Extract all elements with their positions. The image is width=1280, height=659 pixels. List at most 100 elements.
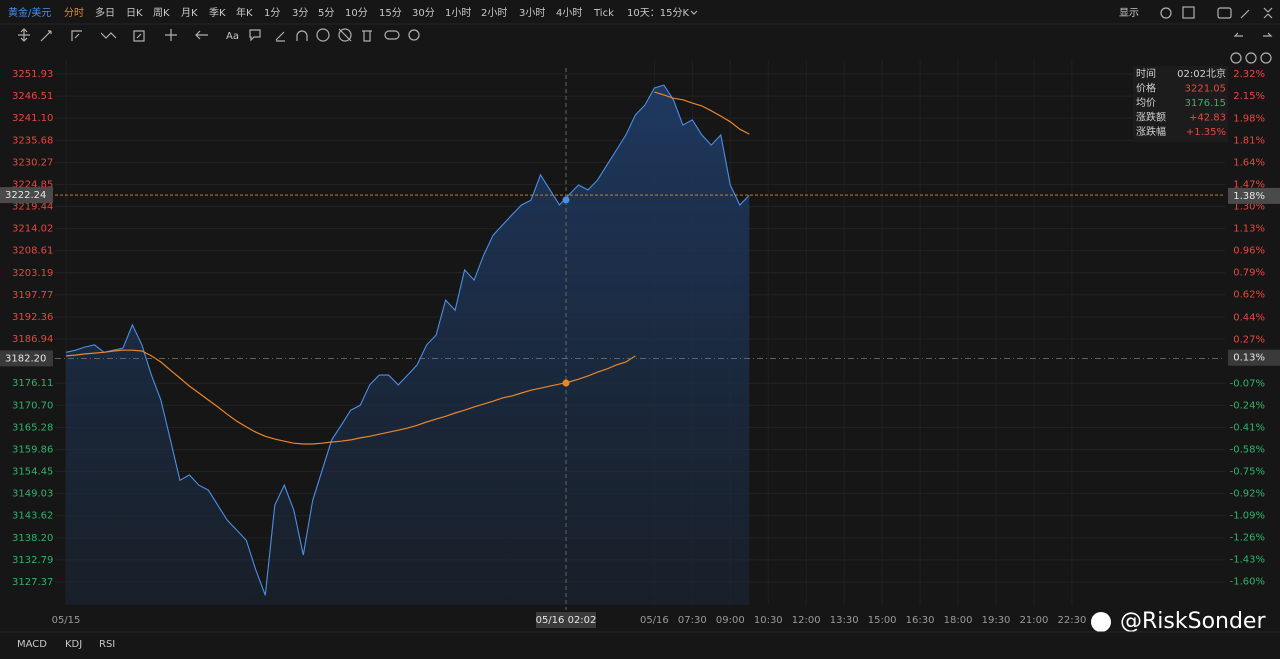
x-tick-label: 10:30 <box>754 615 783 626</box>
y2-tick-label: 1.64% <box>1233 157 1265 168</box>
indicator-tab[interactable]: RSI <box>99 639 115 650</box>
y-tick-label: 3235.68 <box>12 135 53 146</box>
settings-icon[interactable] <box>408 29 420 41</box>
wave-icon[interactable] <box>100 32 117 39</box>
crosshair-price-dot <box>562 196 570 204</box>
x-tick-label: 15:00 <box>868 615 897 626</box>
info-value: 3176.15 <box>1185 98 1226 109</box>
y2-tick-label: 2.15% <box>1233 91 1265 102</box>
period-tab[interactable]: 3分 <box>292 7 308 19</box>
y-tick-label: 3176.11 <box>12 378 53 389</box>
period-tab[interactable]: 5分 <box>318 7 334 19</box>
display-menu[interactable]: 显示 <box>1119 7 1139 19</box>
period-tab[interactable]: Tick <box>593 8 614 19</box>
period-tab[interactable]: 10天：15分K <box>627 7 689 19</box>
y-tick-label: 3251.93 <box>12 69 53 80</box>
fullscreen-button[interactable] <box>1263 7 1273 19</box>
drawing-toolbar[interactable] <box>18 28 420 42</box>
y-tick-label: 3186.94 <box>12 334 53 345</box>
y2-tick-label: -0.07% <box>1230 379 1265 390</box>
period-tab[interactable]: 分时 <box>64 7 84 19</box>
period-tab[interactable]: 周K <box>153 7 170 19</box>
info-box <box>1133 66 1228 142</box>
y-tick-label: 3246.51 <box>12 91 53 102</box>
y-tick-label: 3127.37 <box>12 577 53 588</box>
period-tab[interactable]: 多日 <box>95 6 115 19</box>
period-tab[interactable]: 3小时 <box>519 7 545 19</box>
x-tick-label: 16:30 <box>906 615 935 626</box>
dropdown-caret <box>690 10 698 15</box>
y2-tick-label: 1.81% <box>1233 135 1265 146</box>
hide-slash <box>338 28 352 42</box>
y2-marker-label: 0.13% <box>1233 353 1265 364</box>
period-tab[interactable]: 年K <box>236 6 253 19</box>
period-tab[interactable]: 日K <box>126 8 143 19</box>
x-tick-label: 21:00 <box>1020 615 1049 626</box>
redo-button[interactable] <box>1263 32 1273 37</box>
y2-tick-label: -0.75% <box>1230 467 1265 478</box>
y-tick-label: 3224.85 <box>12 179 53 190</box>
x-tick-label: 19:30 <box>982 615 1011 626</box>
delete-icon[interactable] <box>362 30 372 42</box>
y-tick-label: 3208.61 <box>12 246 53 257</box>
crosshair-label: 05/16 02:02 <box>536 615 597 626</box>
crosshair-label-box <box>536 612 596 628</box>
period-tab[interactable]: 2小时 <box>481 7 507 19</box>
x-tick-label: 07:30 <box>678 615 707 626</box>
font-tool[interactable]: Aa <box>226 31 239 42</box>
camera-button[interactable] <box>1217 7 1232 19</box>
pattern-icon[interactable] <box>133 30 145 42</box>
y2-tick-label: 0.96% <box>1233 245 1265 256</box>
edit-button[interactable] <box>1240 9 1250 19</box>
reset-button[interactable] <box>1230 52 1242 64</box>
period-tab[interactable]: 4小时 <box>556 7 582 19</box>
channel-icon[interactable] <box>71 30 82 41</box>
link-icon[interactable] <box>384 30 400 40</box>
x-tick-label: 05/15 <box>52 615 81 626</box>
y-tick-label: 3219.44 <box>12 201 53 212</box>
symbol[interactable]: 黄金/美元 <box>8 6 51 19</box>
y2-tick-label: 1.47% <box>1233 179 1265 190</box>
period-tab[interactable]: 1小时 <box>445 7 471 19</box>
y-tick-label: 3165.28 <box>12 422 53 433</box>
comment-icon[interactable] <box>249 29 261 42</box>
measure-icon[interactable] <box>165 29 177 41</box>
layout-button[interactable] <box>1182 6 1195 19</box>
period-tab[interactable]: 10分 <box>345 7 368 19</box>
zoom-out-button[interactable] <box>1245 52 1257 64</box>
move-icon[interactable] <box>18 28 30 42</box>
x-tick-label: 22:30 <box>1058 615 1087 626</box>
y2-tick-label: -1.43% <box>1230 555 1265 566</box>
y-tick-label: 3197.77 <box>12 290 53 301</box>
y-tick-label: 3138.20 <box>12 533 53 544</box>
y-tick-label: 3203.19 <box>12 268 53 279</box>
magnet-icon[interactable] <box>296 30 308 41</box>
settings-button[interactable] <box>1160 7 1172 19</box>
period-tab[interactable]: 月K <box>181 7 198 19</box>
indicator-tab[interactable]: KDJ <box>65 639 82 650</box>
y-tick-label: 3154.45 <box>12 467 53 478</box>
pen-icon[interactable] <box>275 31 285 42</box>
hide-icon[interactable] <box>338 28 352 42</box>
y2-tick-label: 0.79% <box>1233 267 1265 278</box>
line-icon[interactable] <box>40 30 52 42</box>
y-marker-box <box>0 187 53 204</box>
x-tick-label: 05/16 <box>640 615 669 626</box>
indicator-tab[interactable]: MACD <box>17 639 47 650</box>
x-tick-label: 09:00 <box>716 615 745 626</box>
period-tab[interactable]: 季K <box>209 7 226 19</box>
zoom-in-button[interactable] <box>1260 52 1272 64</box>
info-label: 价格 <box>1136 82 1156 95</box>
period-tab[interactable]: 15分 <box>379 7 402 19</box>
y2-tick-label: 0.62% <box>1233 289 1265 300</box>
y-marker-label: 3222.24 <box>5 190 46 201</box>
arrow-icon[interactable] <box>195 30 208 40</box>
period-tab[interactable]: 30分 <box>412 7 435 19</box>
window-controls[interactable] <box>1160 6 1273 64</box>
watermark-logo <box>1091 612 1111 632</box>
period-tab[interactable]: 1分 <box>264 7 280 19</box>
eye-icon[interactable] <box>316 28 330 42</box>
undo-button[interactable] <box>1233 32 1243 37</box>
